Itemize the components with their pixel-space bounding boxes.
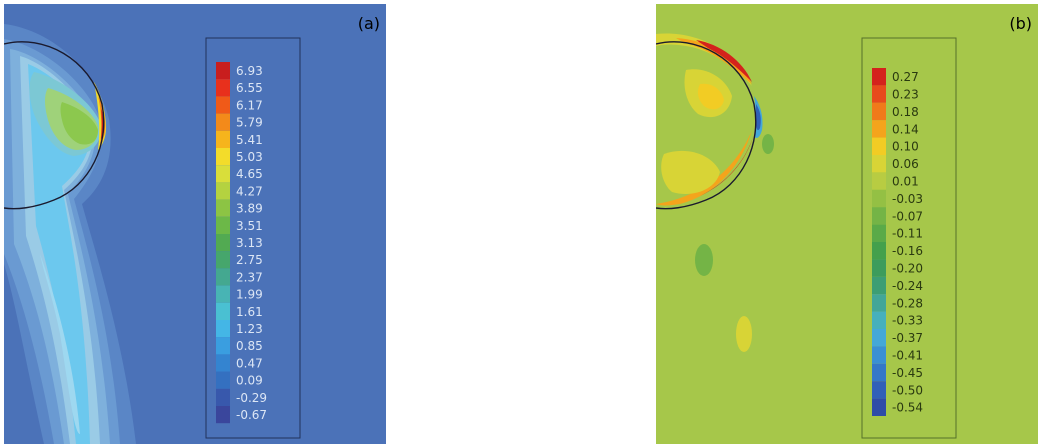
legend-tick-label: 0.85 — [236, 339, 263, 353]
panel-label-b: (b) — [1009, 14, 1032, 33]
interface-line-a — [4, 41, 105, 210]
legend-tick-label: 0.10 — [892, 140, 919, 154]
legend-swatch — [872, 398, 886, 416]
legend-tick-label: 3.13 — [236, 236, 263, 250]
legend-tick-label: 0.18 — [892, 105, 919, 119]
legend-tick-label: 0.47 — [236, 356, 263, 370]
legend-swatch — [872, 294, 886, 312]
colorbar-b: 0.27 0.23 0.18 0.14 0.10 0.06 0.01 -0.03 -0.07 -0… — [872, 68, 923, 416]
legend-tick-label: 0.23 — [892, 87, 919, 101]
legend-swatch — [216, 406, 230, 424]
legend-swatch — [216, 165, 230, 183]
legend-tick-label: -0.41 — [892, 348, 923, 362]
legend-tick-label: 1.23 — [236, 322, 263, 336]
legend-swatch — [216, 182, 230, 200]
legend-swatch — [872, 242, 886, 260]
legend-tick-label: -0.11 — [892, 227, 923, 241]
legend-tick-label: 0.27 — [892, 70, 919, 84]
legend-swatch — [216, 62, 230, 80]
contour-bands-b — [656, 33, 774, 352]
legend-swatch — [216, 96, 230, 114]
legend-swatch — [216, 320, 230, 338]
legend-tick-label: -0.45 — [892, 366, 923, 380]
legend-swatch — [872, 259, 886, 277]
legend-swatch — [216, 302, 230, 320]
legend-tick-label: 2.75 — [236, 253, 263, 267]
legend-swatch — [216, 354, 230, 372]
legend-tick-label: 4.65 — [236, 167, 263, 181]
contour-bands-a — [4, 24, 136, 444]
legend-swatch — [216, 130, 230, 148]
legend-tick-label: -0.37 — [892, 331, 923, 345]
contour-field-a: 6.93 6.55 6.17 5.79 5.41 5.03 4.65 4.27 3.89 3.51… — [4, 4, 386, 444]
legend-tick-label: -0.07 — [892, 209, 923, 223]
legend-tick-label: 1.61 — [236, 305, 263, 319]
legend-tick-label: 6.17 — [236, 98, 263, 112]
legend-swatch — [216, 234, 230, 252]
colorbar-a: 6.93 6.55 6.17 5.79 5.41 5.03 4.65 4.27 3.89 3.51… — [216, 62, 267, 424]
legend-tick-label: 4.27 — [236, 184, 263, 198]
legend-swatch — [216, 79, 230, 97]
legend-swatch — [216, 251, 230, 269]
legend-tick-label: -0.16 — [892, 244, 923, 258]
legend-tick-label: 6.93 — [236, 64, 263, 78]
contour-plot-a: 6.93 6.55 6.17 5.79 5.41 5.03 4.65 4.27 3.89 3.51… — [4, 4, 386, 444]
legend-swatch — [216, 337, 230, 355]
legend-swatch — [872, 207, 886, 225]
legend-swatch — [216, 371, 230, 389]
legend-tick-label: -0.20 — [892, 261, 923, 275]
legend-swatch — [872, 155, 886, 173]
legend-swatch — [872, 68, 886, 86]
legend-tick-label: 0.14 — [892, 122, 919, 136]
field-background-b — [656, 4, 1038, 444]
interface-line-b — [656, 41, 757, 210]
legend-swatch — [216, 113, 230, 131]
legend-tick-label: -0.67 — [236, 408, 267, 422]
legend-swatch — [872, 311, 886, 329]
legend-swatch — [872, 172, 886, 190]
panel-label-a: (a) — [357, 14, 380, 33]
legend-swatch — [872, 329, 886, 347]
legend-tick-label: 3.51 — [236, 219, 263, 233]
legend-swatch — [216, 388, 230, 406]
legend-tick-label: -0.50 — [892, 383, 923, 397]
legend-swatch — [872, 276, 886, 295]
legend-tick-label: 0.09 — [236, 374, 263, 388]
legend-tick-label: 0.06 — [892, 157, 919, 171]
legend-tick-label: -0.28 — [892, 296, 923, 310]
legend-tick-label: 6.55 — [236, 81, 263, 95]
legend-swatch — [872, 224, 886, 242]
legend-swatch — [872, 102, 886, 121]
legend-swatch — [216, 148, 230, 166]
legend-tick-label: 2.37 — [236, 270, 263, 284]
legend-tick-label: -0.33 — [892, 314, 923, 328]
legend-swatch — [216, 216, 230, 234]
legend-swatch — [216, 199, 230, 217]
legend-frame-a — [205, 37, 301, 439]
legend-swatch — [216, 285, 230, 303]
legend-tick-label: -0.29 — [236, 391, 267, 405]
legend-tick-label: -0.24 — [892, 279, 923, 293]
legend-frame-b — [861, 37, 957, 439]
legend-swatch — [872, 120, 886, 138]
legend-tick-label: -0.03 — [892, 192, 923, 206]
legend-tick-label: -0.54 — [892, 401, 923, 415]
legend-tick-label: 1.99 — [236, 288, 263, 302]
legend-swatch — [872, 85, 886, 103]
legend-swatch — [216, 268, 230, 286]
legend-swatch — [872, 346, 886, 364]
legend-swatch — [872, 363, 886, 382]
legend-swatch — [872, 189, 886, 208]
legend-tick-label: 5.79 — [236, 116, 263, 130]
legend-tick-label: 3.89 — [236, 202, 263, 216]
legend-swatch — [872, 137, 886, 155]
legend-swatch — [872, 381, 886, 399]
legend-tick-label: 5.41 — [236, 133, 263, 147]
legend-tick-label: 0.01 — [892, 174, 919, 188]
legend-tick-label: 5.03 — [236, 150, 263, 164]
contour-field-b: 0.27 0.23 0.18 0.14 0.10 0.06 0.01 -0.03 -0.07 -0… — [656, 4, 1038, 444]
contour-plot-b: 0.27 0.23 0.18 0.14 0.10 0.06 0.01 -0.03 -0.07 -0… — [656, 4, 1038, 444]
